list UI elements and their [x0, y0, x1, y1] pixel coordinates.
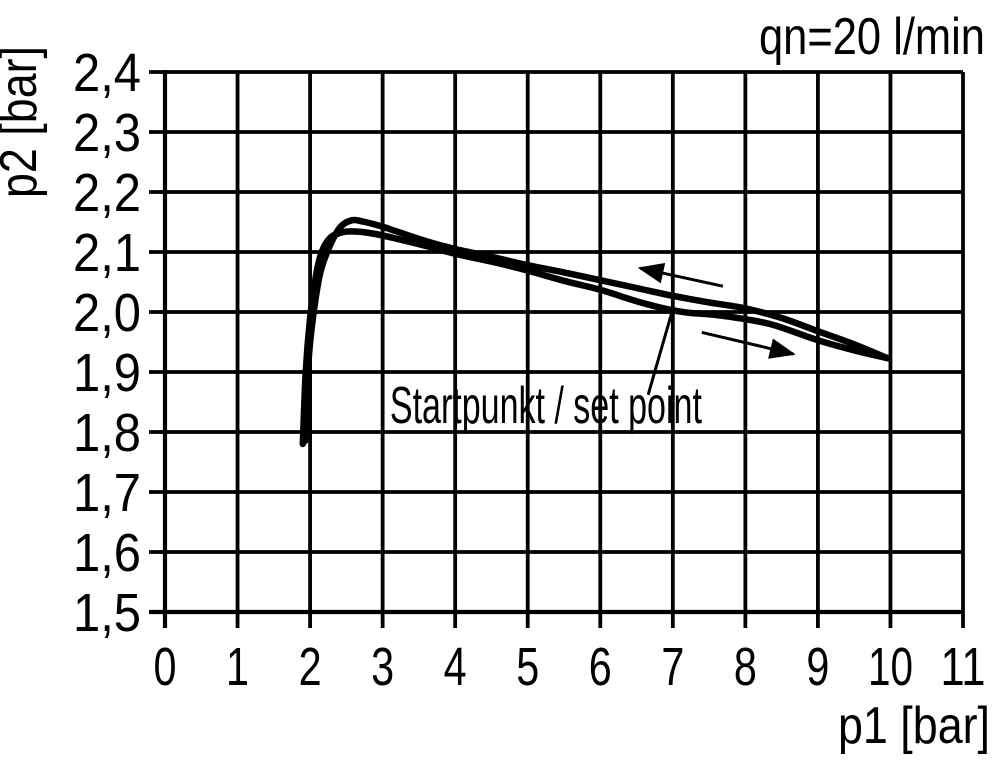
chart-title: qn=20 l/min: [759, 8, 985, 66]
curve-decreasing-p1-upper-branch: [301, 216, 891, 445]
x-tick-label-2: 2: [299, 637, 322, 697]
x-tick-label-9: 9: [806, 637, 829, 697]
x-tick-label-8: 8: [734, 637, 757, 697]
x-tick-label-11: 11: [941, 637, 986, 697]
x-tick-label-1: 1: [226, 637, 249, 697]
x-tick-label-4: 4: [444, 637, 467, 697]
y-tick-label-1,9: 1,9: [73, 343, 141, 403]
y-tick-label-2,3: 2,3: [73, 103, 141, 163]
y-tick-label-1,7: 1,7: [73, 463, 141, 523]
set-point-leader-line: [646, 308, 675, 396]
y-tick-label-2,0: 2,0: [73, 283, 141, 343]
x-tick-label-0: 0: [154, 637, 177, 697]
arrow-decreasing-p1: [637, 263, 724, 288]
x-tick-label-7: 7: [661, 637, 684, 697]
grid-horizontal-lines: [149, 70, 963, 614]
y-tick-label-2,2: 2,2: [73, 163, 141, 223]
set-point-label: Startpunkt / set point: [390, 377, 702, 435]
x-tick-label-5: 5: [516, 637, 539, 697]
y-tick-label-2,1: 2,1: [73, 223, 141, 283]
curve-increasing-p1-lower-branch: [299, 228, 891, 448]
x-axis-label: p1 [bar]: [838, 697, 990, 755]
arrow-increasing-p1: [701, 330, 796, 359]
y-tick-label-1,5: 1,5: [73, 583, 141, 643]
y-tick-label-1,8: 1,8: [73, 403, 141, 463]
y-tick-labels: 1,51,61,71,81,92,02,12,22,32,4: [73, 43, 141, 643]
y-tick-label-2,4: 2,4: [73, 43, 141, 103]
x-tick-label-6: 6: [589, 637, 612, 697]
x-tick-label-10: 10: [868, 637, 913, 697]
x-tick-labels: 0 1 2 3 4 5 6 7 8 9 10 11: [154, 637, 986, 697]
y-tick-label-1,6: 1,6: [73, 523, 141, 583]
x-tick-label-3: 3: [371, 637, 394, 697]
y-axis-label: p2 [bar]: [0, 46, 48, 198]
